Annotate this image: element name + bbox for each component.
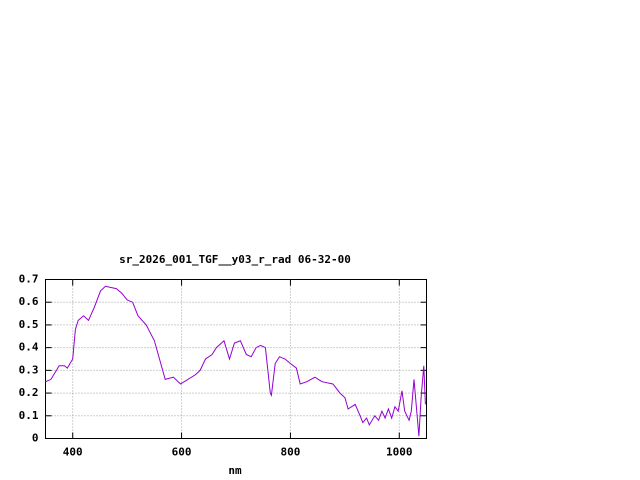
x-axis-label: nm <box>228 464 242 477</box>
y-tick-label: 0.4 <box>19 341 39 354</box>
y-tick-label: 0.7 <box>19 273 39 286</box>
y-tick-label: 0.3 <box>19 363 39 376</box>
data-line <box>45 285 426 437</box>
x-tick-label: 600 <box>172 446 192 459</box>
x-tick-label: 400 <box>63 446 83 459</box>
y-tick-label: 0 <box>32 432 39 445</box>
y-tick-label: 0.2 <box>19 386 39 399</box>
x-tick-label: 800 <box>280 446 300 459</box>
y-tick-label: 0.6 <box>19 295 39 308</box>
chart-title: sr_2026_001_TGF__y03_r_rad 06-32-00 <box>119 253 351 266</box>
x-tick-label: 1000 <box>386 446 413 459</box>
plot-frame <box>45 279 427 439</box>
y-tick-label: 0.5 <box>19 318 39 331</box>
y-tick-label: 0.1 <box>19 409 39 422</box>
